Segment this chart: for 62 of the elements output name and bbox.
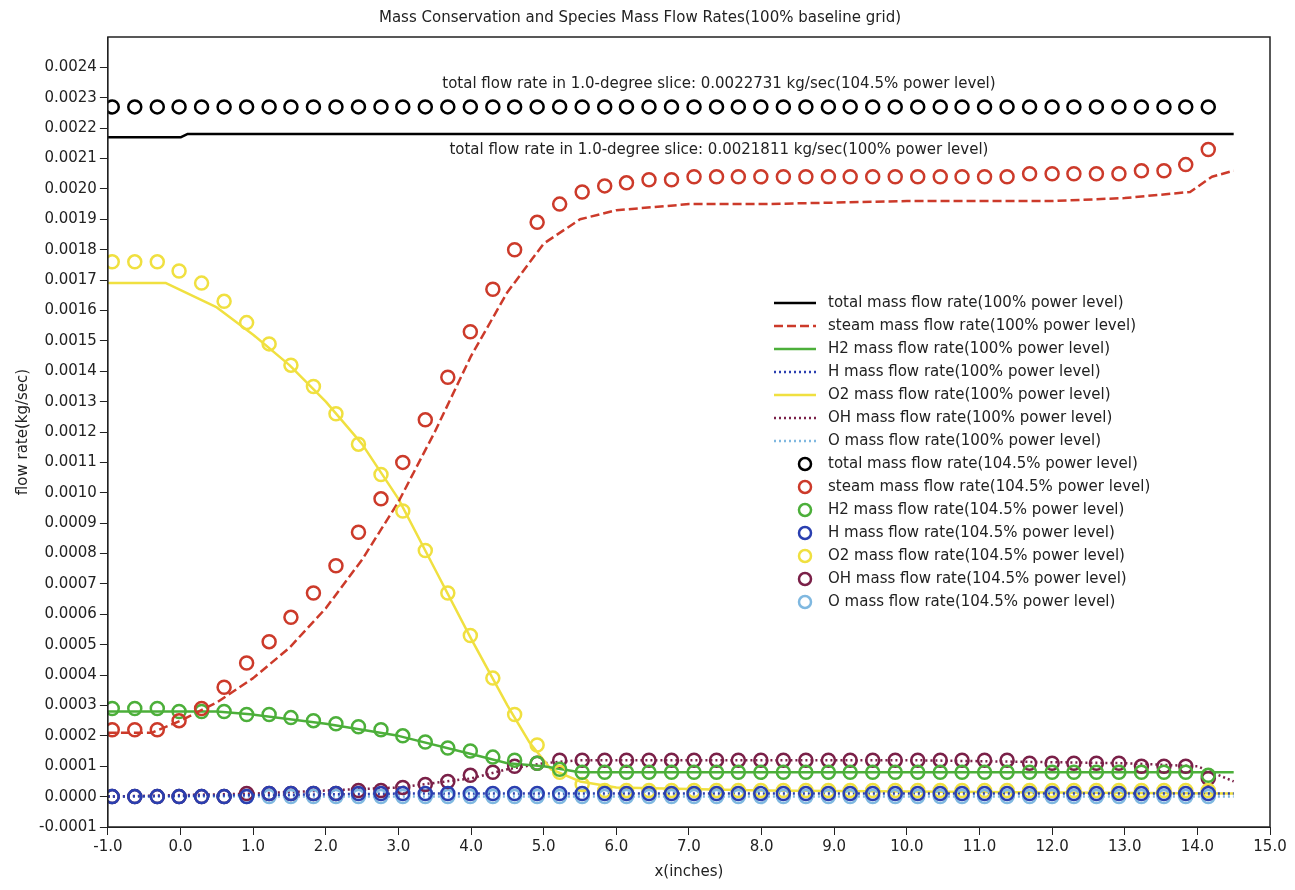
legend-label: H2 mass flow rate(100% power level)	[828, 338, 1111, 359]
y-tick-label: 0.0002	[44, 725, 97, 744]
y-tick-label: 0.0015	[44, 330, 97, 349]
x-axis-title: x(inches)	[654, 861, 724, 880]
legend-label: total mass flow rate(100% power level)	[828, 292, 1124, 313]
chart-title: Mass Conservation and Species Mass Flow Rates(100% baseline grid)	[378, 7, 902, 26]
annotation: total flow rate in 1.0-degree slice: 0.0021811 kg/sec(100% power level)	[449, 139, 989, 158]
y-tick-label: 0.0021	[44, 148, 97, 167]
legend-label: OH mass flow rate(100% power level)	[828, 407, 1113, 428]
x-tick-label: 15.0	[1253, 836, 1287, 855]
legend-label: O mass flow rate(104.5% power level)	[828, 591, 1116, 612]
x-tick-label: 12.0	[1035, 836, 1069, 855]
y-tick-label: 0.0023	[44, 87, 97, 106]
legend-label: OH mass flow rate(104.5% power level)	[828, 568, 1127, 589]
x-tick-label: 13.0	[1108, 836, 1142, 855]
x-tick-label: 11.0	[962, 836, 997, 855]
y-tick-label: 0.0009	[44, 513, 97, 532]
y-tick-label: 0.0000	[44, 786, 97, 805]
legend-label: H2 mass flow rate(104.5% power level)	[828, 499, 1125, 520]
y-tick-label: 0.0011	[44, 452, 97, 471]
x-tick-label: 14.0	[1180, 836, 1215, 855]
y-tick-label: 0.0004	[44, 664, 97, 683]
x-tick-label: 5.0	[531, 836, 556, 855]
legend-label: H mass flow rate(104.5% power level)	[828, 522, 1115, 543]
y-tick-label: 0.0001	[44, 756, 97, 775]
y-tick-label: 0.0012	[44, 421, 97, 440]
x-tick-label: 1.0	[241, 836, 266, 855]
y-tick-label: 0.0017	[44, 269, 97, 288]
y-tick-label: 0.0018	[44, 239, 97, 258]
legend-label: total mass flow rate(104.5% power level)	[828, 453, 1138, 474]
legend-label: O mass flow rate(100% power level)	[828, 430, 1102, 451]
y-tick-label: 0.0005	[44, 634, 97, 653]
y-tick-label: 0.0020	[44, 178, 97, 197]
annotation: total flow rate in 1.0-degree slice: 0.0022731 kg/sec(104.5% power level)	[442, 74, 996, 93]
y-tick-label: 0.0024	[44, 57, 97, 76]
y-tick-label: 0.0007	[44, 573, 97, 592]
y-tick-label: 0.0008	[44, 543, 97, 562]
x-tick-label: 3.0	[386, 836, 411, 855]
x-tick-label: 9.0	[822, 836, 847, 855]
legend-label: steam mass flow rate(104.5% power level)	[828, 476, 1151, 497]
x-tick-label: 4.0	[459, 836, 483, 855]
legend-label: O2 mass flow rate(104.5% power level)	[828, 545, 1125, 566]
y-axis-title: flow rate(kg/sec)	[12, 368, 31, 496]
y-tick-label: 0.0016	[44, 300, 97, 319]
x-tick-label: 0.0	[168, 836, 193, 855]
legend-label: steam mass flow rate(100% power level)	[828, 315, 1136, 336]
y-tick-label: 0.0003	[44, 695, 97, 714]
x-tick-label: 10.0	[890, 836, 924, 855]
x-tick-label: 2.0	[313, 836, 338, 855]
y-tick-label: -0.0001	[38, 816, 97, 835]
x-tick-label: 6.0	[604, 836, 629, 855]
x-tick-label: 7.0	[677, 836, 701, 855]
x-tick-label: -1.0	[93, 836, 123, 855]
legend-label: O2 mass flow rate(100% power level)	[828, 384, 1111, 405]
y-tick-label: 0.0006	[44, 604, 97, 623]
y-tick-label: 0.0013	[44, 391, 97, 410]
y-tick-label: 0.0014	[44, 361, 97, 380]
y-tick-label: 0.0022	[44, 118, 97, 137]
y-tick-label: 0.0010	[44, 482, 97, 501]
legend-label: H mass flow rate(100% power level)	[828, 361, 1101, 382]
x-tick-label: 8.0	[749, 836, 774, 855]
y-tick-label: 0.0019	[44, 209, 97, 228]
